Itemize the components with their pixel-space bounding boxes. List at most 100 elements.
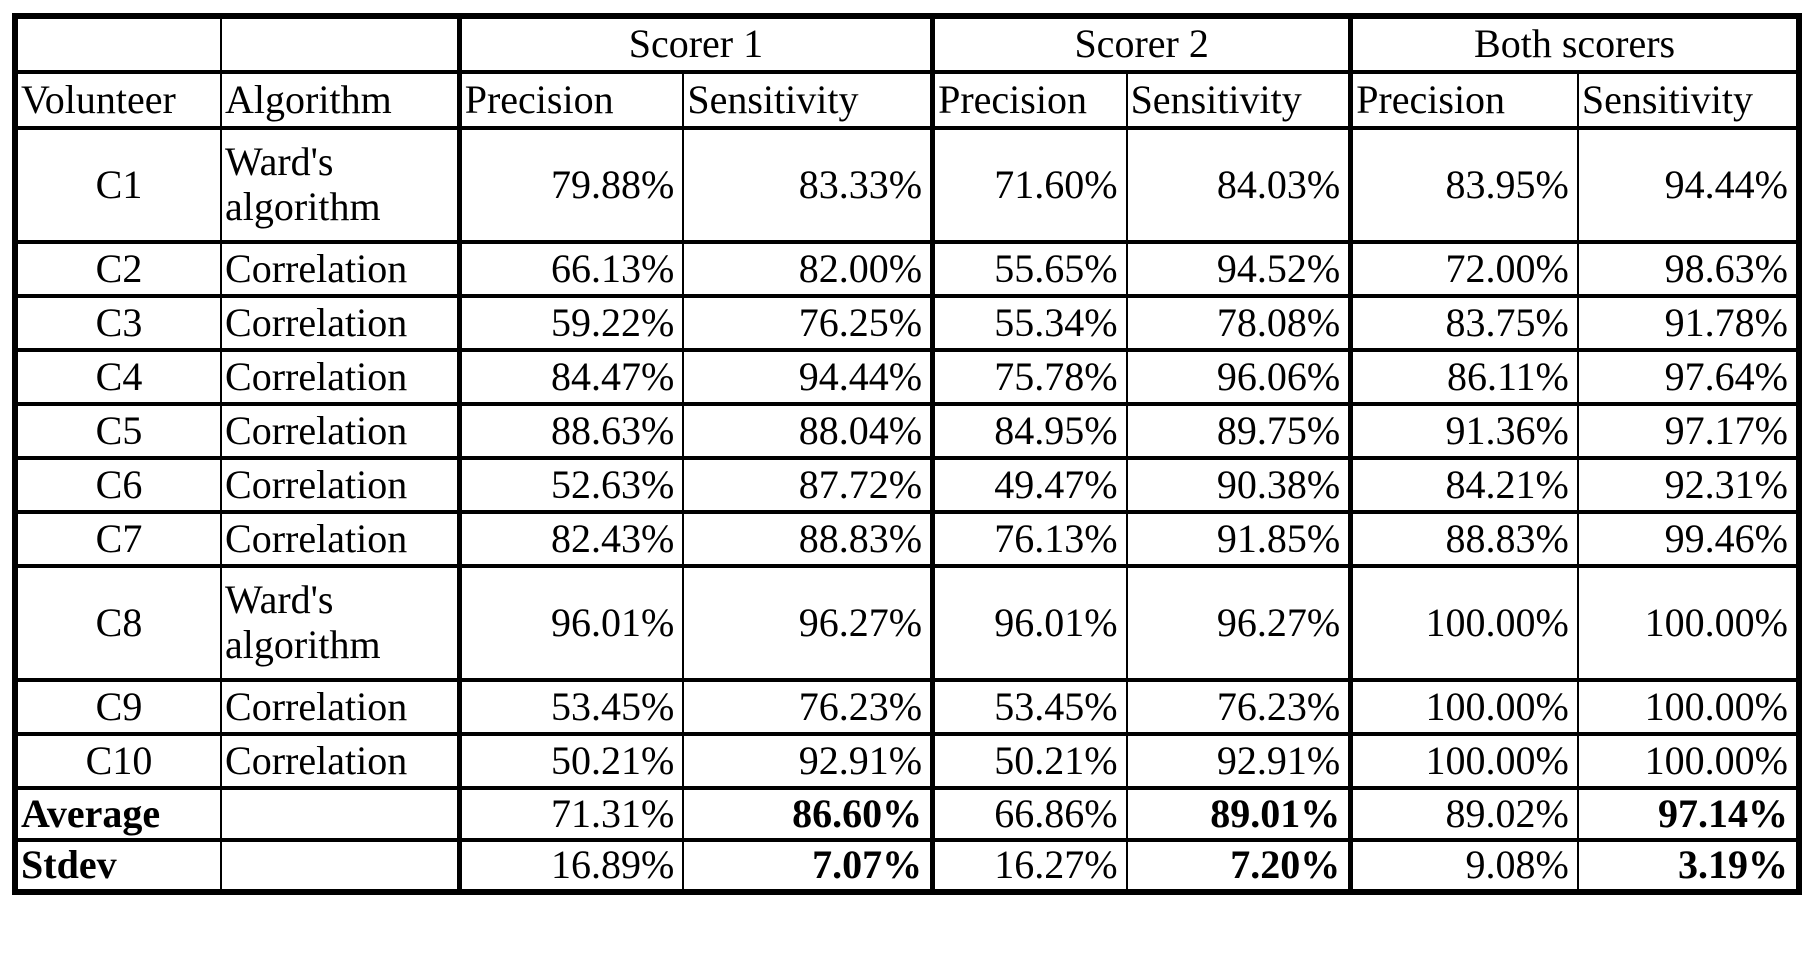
- value-cell: 55.65%: [930, 240, 1128, 298]
- summary-value-cell: 16.27%: [930, 838, 1128, 894]
- value-cell: 53.45%: [456, 678, 685, 736]
- value-cell: 83.95%: [1348, 126, 1579, 244]
- column-header-algorithm: Algorithm: [220, 70, 461, 130]
- value-cell: 82.43%: [456, 510, 685, 568]
- value-cell: 92.31%: [1576, 456, 1801, 514]
- column-header-both-precision: Precision: [1348, 70, 1579, 130]
- value-cell: 94.52%: [1125, 240, 1352, 298]
- algorithm-cell: Correlation: [220, 294, 461, 352]
- blank-cell: [220, 786, 461, 842]
- algorithm-cell: Ward's algorithm: [220, 126, 461, 244]
- value-cell: 78.08%: [1125, 294, 1352, 352]
- table-row: C7 Correlation 82.43% 88.83% 76.13% 91.85% 88.…: [13, 510, 1801, 568]
- algorithm-cell: Correlation: [220, 456, 461, 514]
- table-row: C8 Ward's algorithm 96.01% 96.27% 96.01% 96.2…: [13, 564, 1801, 682]
- volunteer-cell: C6: [13, 456, 223, 514]
- volunteer-cell: C10: [13, 732, 223, 790]
- results-table: Scorer 1 Scorer 2 Both scorers Volunteer…: [12, 13, 1802, 895]
- value-cell: 96.27%: [682, 564, 934, 682]
- value-cell: 89.75%: [1125, 402, 1352, 460]
- algorithm-cell: Correlation: [220, 678, 461, 736]
- value-cell: 72.00%: [1348, 240, 1579, 298]
- value-cell: 88.04%: [682, 402, 934, 460]
- value-cell: 99.46%: [1576, 510, 1801, 568]
- value-cell: 86.11%: [1348, 348, 1579, 406]
- value-cell: 97.17%: [1576, 402, 1801, 460]
- value-cell: 92.91%: [1125, 732, 1352, 790]
- summary-value-cell: 71.31%: [456, 786, 685, 842]
- summary-row: Average 71.31% 86.60% 66.86% 89.01% 89.02% 97.…: [13, 786, 1801, 842]
- value-cell: 100.00%: [1576, 678, 1801, 736]
- value-cell: 84.95%: [930, 402, 1128, 460]
- value-cell: 92.91%: [682, 732, 934, 790]
- volunteer-cell: C4: [13, 348, 223, 406]
- summary-value-cell: 16.89%: [456, 838, 685, 894]
- column-header-both-sensitivity: Sensitivity: [1576, 70, 1801, 130]
- column-header-row: Volunteer Algorithm Precision Sensitivit…: [13, 70, 1801, 130]
- volunteer-cell: C1: [13, 126, 223, 244]
- value-cell: 53.45%: [930, 678, 1128, 736]
- value-cell: 88.83%: [682, 510, 934, 568]
- value-cell: 91.78%: [1576, 294, 1801, 352]
- group-header-scorer1: Scorer 1: [456, 14, 934, 74]
- value-cell: 100.00%: [1348, 564, 1579, 682]
- column-header-volunteer: Volunteer: [13, 70, 223, 130]
- column-header-scorer2-sensitivity: Sensitivity: [1125, 70, 1352, 130]
- column-header-scorer1-sensitivity: Sensitivity: [682, 70, 934, 130]
- table-row: C2 Correlation 66.13% 82.00% 55.65% 94.52% 72.…: [13, 240, 1801, 298]
- summary-row: Stdev 16.89% 7.07% 16.27% 7.20% 9.08% 3.19%: [13, 838, 1801, 894]
- group-header-row: Scorer 1 Scorer 2 Both scorers: [13, 14, 1801, 74]
- summary-value-cell: 9.08%: [1348, 838, 1579, 894]
- summary-value-cell: 7.20%: [1125, 838, 1352, 894]
- summary-value-cell: 7.07%: [682, 838, 934, 894]
- algorithm-cell: Ward's algorithm: [220, 564, 461, 682]
- algorithm-cell: Correlation: [220, 510, 461, 568]
- table-header: Scorer 1 Scorer 2 Both scorers Volunteer…: [13, 14, 1801, 130]
- table-row: C10 Correlation 50.21% 92.91% 50.21% 92.91% 10…: [13, 732, 1801, 790]
- value-cell: 84.47%: [456, 348, 685, 406]
- value-cell: 96.01%: [456, 564, 685, 682]
- table-body: C1 Ward's algorithm 79.88% 83.33% 71.60% 84.0…: [13, 126, 1801, 894]
- value-cell: 100.00%: [1348, 732, 1579, 790]
- value-cell: 71.60%: [930, 126, 1128, 244]
- summary-value-cell: 89.02%: [1348, 786, 1579, 842]
- summary-value-cell: 89.01%: [1125, 786, 1352, 842]
- value-cell: 88.63%: [456, 402, 685, 460]
- volunteer-cell: C7: [13, 510, 223, 568]
- table-row: C4 Correlation 84.47% 94.44% 75.78% 96.06% 86.…: [13, 348, 1801, 406]
- value-cell: 49.47%: [930, 456, 1128, 514]
- column-header-scorer2-precision: Precision: [930, 70, 1128, 130]
- table-row: C1 Ward's algorithm 79.88% 83.33% 71.60% 84.0…: [13, 126, 1801, 244]
- volunteer-cell: C8: [13, 564, 223, 682]
- value-cell: 90.38%: [1125, 456, 1352, 514]
- value-cell: 96.06%: [1125, 348, 1352, 406]
- blank-cell: [220, 838, 461, 894]
- value-cell: 88.83%: [1348, 510, 1579, 568]
- value-cell: 96.01%: [930, 564, 1128, 682]
- volunteer-cell: C9: [13, 678, 223, 736]
- summary-value-cell: 66.86%: [930, 786, 1128, 842]
- value-cell: 91.85%: [1125, 510, 1352, 568]
- group-header-scorer2: Scorer 2: [930, 14, 1352, 74]
- algorithm-cell: Correlation: [220, 732, 461, 790]
- summary-label-cell: Stdev: [13, 838, 223, 894]
- value-cell: 50.21%: [456, 732, 685, 790]
- value-cell: 59.22%: [456, 294, 685, 352]
- value-cell: 76.23%: [1125, 678, 1352, 736]
- blank-corner-cell-volunteer: [13, 14, 223, 74]
- value-cell: 96.27%: [1125, 564, 1352, 682]
- volunteer-cell: C5: [13, 402, 223, 460]
- value-cell: 91.36%: [1348, 402, 1579, 460]
- value-cell: 94.44%: [1576, 126, 1801, 244]
- value-cell: 79.88%: [456, 126, 685, 244]
- value-cell: 83.33%: [682, 126, 934, 244]
- table-row: C5 Correlation 88.63% 88.04% 84.95% 89.75% 91.…: [13, 402, 1801, 460]
- value-cell: 52.63%: [456, 456, 685, 514]
- volunteer-cell: C3: [13, 294, 223, 352]
- algorithm-cell: Correlation: [220, 348, 461, 406]
- table-row: C3 Correlation 59.22% 76.25% 55.34% 78.08% 83.…: [13, 294, 1801, 352]
- summary-value-cell: 3.19%: [1576, 838, 1801, 894]
- value-cell: 97.64%: [1576, 348, 1801, 406]
- value-cell: 76.23%: [682, 678, 934, 736]
